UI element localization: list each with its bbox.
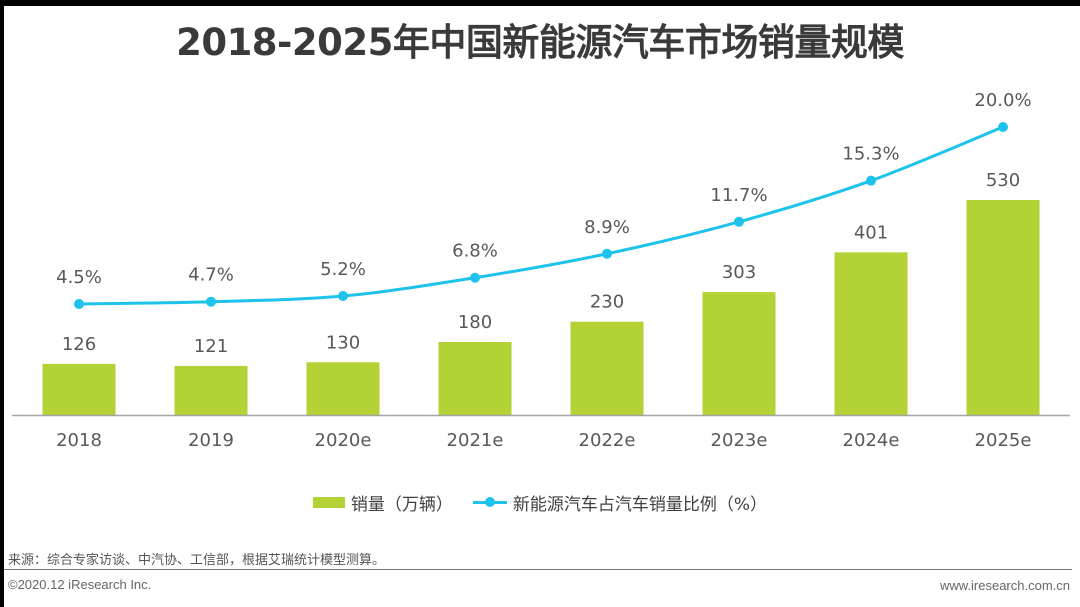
bar-2025e — [966, 200, 1040, 415]
bar-2021e — [438, 341, 512, 415]
copyright-text: ©2020.12 iResearch Inc. — [8, 577, 152, 592]
bar-2020e — [306, 362, 380, 415]
share-point-2025e — [998, 122, 1008, 132]
bar-value-label: 530 — [986, 170, 1020, 191]
share-point-2021e — [470, 272, 480, 283]
share-value-label: 15.3% — [842, 144, 899, 165]
bar-value-label: 303 — [722, 262, 756, 283]
x-tick-label: 2022e — [579, 430, 636, 451]
legend-label-sales: 销量（万辆） — [350, 494, 453, 515]
bar-value-label: 126 — [62, 334, 96, 355]
share-point-2018 — [74, 299, 84, 309]
bar-value-label: 230 — [590, 292, 624, 313]
labels-layer: 126 2018 121 2019 130 2020e 180 2021e 230 2022e 30… — [56, 90, 1032, 451]
share-value-label: 4.7% — [188, 265, 234, 286]
legend: 销量（万辆） 新能源汽车占汽车销量比例（%） — [0, 489, 1080, 515]
share-value-label: 4.5% — [56, 267, 102, 288]
top-border — [0, 0, 1080, 6]
share-value-label: 20.0% — [974, 90, 1031, 111]
legend-item-sales: 销量（万辆） — [312, 490, 453, 515]
x-tick-label: 2020e — [315, 430, 372, 451]
bar-value-label: 121 — [194, 336, 228, 357]
share-point-2024e — [866, 175, 876, 186]
share-point-2020e — [338, 291, 348, 302]
bar-2024e — [834, 252, 908, 415]
chart-title: 2018-2025年中国新能源汽车市场销量规模 — [176, 21, 904, 64]
bar-value-label: 401 — [854, 222, 888, 243]
share-value-label: 8.9% — [584, 217, 630, 238]
bar-value-label: 130 — [326, 332, 360, 353]
share-line — [78, 125, 1004, 306]
bars-layer — [42, 200, 1040, 415]
x-tick-label: 2018 — [56, 430, 102, 451]
x-tick-label: 2023e — [711, 430, 768, 451]
share-value-label: 11.7% — [710, 185, 767, 206]
share-point-2022e — [602, 248, 612, 259]
legend-label-share: 新能源汽车占汽车销量比例（%） — [512, 494, 768, 515]
x-tick-label: 2019 — [188, 430, 234, 451]
website-link[interactable]: www.iresearch.com.cn — [939, 578, 1070, 593]
footer-divider — [4, 569, 1072, 570]
share-point-2023e — [734, 216, 744, 227]
bar-2022e — [570, 321, 644, 415]
bar-2019 — [174, 365, 248, 415]
x-tick-label: 2025e — [975, 430, 1032, 451]
chart-canvas: 126 2018 121 2019 130 2020e 180 2021e 230 2022e 30… — [12, 90, 1070, 451]
legend-line-marker-icon — [472, 496, 507, 508]
source-note: 来源：综合专家访谈、中汽协、工信部，根据艾瑞统计模型测算。 — [8, 552, 386, 567]
bar-2018 — [42, 363, 116, 415]
bar-value-label: 180 — [458, 312, 492, 333]
line-layer — [74, 122, 1008, 309]
legend-bar-swatch-icon — [312, 496, 345, 508]
legend-item-share: 新能源汽车占汽车销量比例（%） — [472, 490, 768, 515]
bar-2023e — [702, 292, 776, 415]
share-value-label: 5.2% — [320, 259, 366, 280]
share-point-2019 — [206, 296, 216, 307]
x-tick-label: 2024e — [843, 430, 900, 451]
share-value-label: 6.8% — [452, 241, 498, 262]
x-tick-label: 2021e — [447, 430, 504, 451]
